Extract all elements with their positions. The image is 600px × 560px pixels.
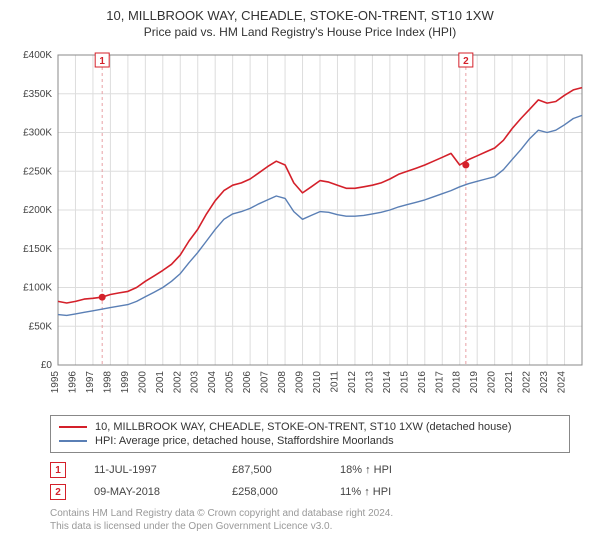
- sale-date: 11-JUL-1997: [94, 464, 204, 476]
- svg-text:£250K: £250K: [23, 166, 52, 177]
- svg-text:2008: 2008: [277, 371, 288, 394]
- sale-row: 1 11-JUL-1997 £87,500 18% ↑ HPI: [50, 459, 570, 481]
- svg-text:£50K: £50K: [29, 321, 53, 332]
- svg-text:2019: 2019: [469, 371, 480, 394]
- svg-text:2004: 2004: [207, 371, 218, 394]
- legend: 10, MILLBROOK WAY, CHEADLE, STOKE-ON-TRE…: [50, 415, 570, 453]
- svg-text:2015: 2015: [399, 371, 410, 394]
- svg-text:2018: 2018: [452, 371, 463, 394]
- svg-text:1997: 1997: [85, 371, 96, 394]
- footnote: Contains HM Land Registry data © Crown c…: [50, 507, 570, 533]
- svg-text:2006: 2006: [242, 371, 253, 394]
- page-subtitle: Price paid vs. HM Land Registry's House …: [10, 25, 590, 39]
- svg-text:2012: 2012: [347, 371, 358, 394]
- svg-text:£400K: £400K: [23, 50, 52, 61]
- sale-row: 2 09-MAY-2018 £258,000 11% ↑ HPI: [50, 481, 570, 503]
- svg-text:2005: 2005: [225, 371, 236, 394]
- svg-text:£300K: £300K: [23, 128, 52, 139]
- svg-text:2017: 2017: [434, 371, 445, 394]
- legend-item: 10, MILLBROOK WAY, CHEADLE, STOKE-ON-TRE…: [59, 420, 561, 434]
- sale-marker: 1: [50, 462, 66, 478]
- svg-text:£350K: £350K: [23, 89, 52, 100]
- svg-text:1: 1: [99, 56, 105, 67]
- svg-text:2024: 2024: [557, 371, 568, 394]
- svg-text:1999: 1999: [120, 371, 131, 394]
- svg-text:2023: 2023: [539, 371, 550, 394]
- footnote-line: This data is licensed under the Open Gov…: [50, 520, 570, 533]
- sales-table: 1 11-JUL-1997 £87,500 18% ↑ HPI 2 09-MAY-2018…: [50, 459, 570, 503]
- svg-text:2013: 2013: [364, 371, 375, 394]
- sale-hpi: 11% ↑ HPI: [340, 486, 430, 498]
- svg-text:2010: 2010: [312, 371, 323, 394]
- svg-text:1995: 1995: [50, 371, 61, 394]
- legend-item: HPI: Average price, detached house, Staf…: [59, 434, 561, 448]
- sale-marker: 2: [50, 484, 66, 500]
- sale-hpi: 18% ↑ HPI: [340, 464, 430, 476]
- svg-text:2: 2: [463, 56, 469, 67]
- svg-text:1996: 1996: [67, 371, 78, 394]
- svg-text:2007: 2007: [260, 371, 271, 394]
- svg-text:2014: 2014: [382, 371, 393, 394]
- sale-price: £87,500: [232, 464, 312, 476]
- svg-text:£100K: £100K: [23, 283, 52, 294]
- svg-text:2021: 2021: [504, 371, 515, 394]
- svg-text:£200K: £200K: [23, 205, 52, 216]
- legend-label: 10, MILLBROOK WAY, CHEADLE, STOKE-ON-TRE…: [95, 421, 512, 433]
- price-chart: £0 £50K £100K £150K £200K £250K £300K £350K £400…: [10, 45, 590, 405]
- legend-swatch: [59, 440, 87, 442]
- svg-text:2016: 2016: [417, 371, 428, 394]
- sale-price: £258,000: [232, 486, 312, 498]
- svg-text:£150K: £150K: [23, 244, 52, 255]
- svg-text:2003: 2003: [190, 371, 201, 394]
- footnote-line: Contains HM Land Registry data © Crown c…: [50, 507, 570, 520]
- legend-label: HPI: Average price, detached house, Staf…: [95, 435, 394, 447]
- svg-text:2001: 2001: [155, 371, 166, 394]
- svg-text:2009: 2009: [295, 371, 306, 394]
- svg-text:2002: 2002: [172, 371, 183, 394]
- sale-date: 09-MAY-2018: [94, 486, 204, 498]
- svg-text:1998: 1998: [102, 371, 113, 394]
- svg-text:2000: 2000: [137, 371, 148, 394]
- svg-text:2022: 2022: [522, 371, 533, 394]
- svg-text:£0: £0: [41, 360, 53, 371]
- chart-svg: £0 £50K £100K £150K £200K £250K £300K £350K £400…: [10, 45, 590, 405]
- legend-swatch: [59, 426, 87, 428]
- svg-text:2020: 2020: [487, 371, 498, 394]
- page-title: 10, MILLBROOK WAY, CHEADLE, STOKE-ON-TRE…: [10, 8, 590, 23]
- svg-text:2011: 2011: [329, 371, 340, 393]
